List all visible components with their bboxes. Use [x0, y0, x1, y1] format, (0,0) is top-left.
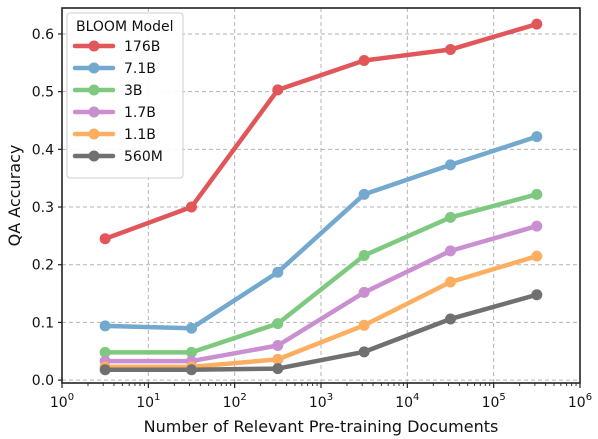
legend-swatch-marker [88, 128, 100, 140]
legend-label: 3B [124, 83, 143, 99]
lines-layer [102, 21, 540, 372]
x-tick-label: 104 [395, 392, 419, 411]
data-point-560m [99, 364, 111, 376]
data-point-1-7b [444, 245, 456, 257]
series-line-1-1b [102, 253, 540, 370]
legend-item-7-1b: 7.1B [72, 61, 156, 77]
y-tick-label: 0.2 [32, 258, 54, 274]
data-point-7-1b [272, 266, 284, 278]
legend-items: 176B 7.1B 3B 1.7B 1.1B 560M [72, 39, 163, 165]
data-point-3b [444, 211, 456, 223]
x-tick-label: 101 [136, 392, 160, 411]
data-point-3b [99, 346, 111, 358]
series-line-7-1b [102, 134, 540, 331]
data-point-176b [272, 84, 284, 96]
data-point-3b [185, 346, 197, 358]
data-point-1-7b [531, 220, 543, 232]
data-point-3b [358, 250, 370, 261]
x-tick-label: 102 [223, 392, 247, 411]
y-tick-label: 0.1 [32, 315, 54, 331]
y-axis-title: QA Accuracy [5, 145, 24, 247]
data-point-1-7b [272, 340, 284, 351]
legend-item-1-7b: 1.7B [72, 105, 156, 121]
legend-label: 7.1B [124, 61, 156, 77]
data-point-560m [358, 346, 370, 358]
ticks-layer: 0.0 0.1 0.2 0.3 0.4 0.5 0.6 100 101 102 103 104 105 1… [32, 27, 592, 411]
data-point-1-1b [531, 250, 543, 262]
data-point-3b [272, 318, 284, 330]
data-point-7-1b [358, 188, 370, 200]
legend-swatch-marker [88, 84, 100, 96]
legend-swatch-marker [88, 62, 100, 74]
data-point-1-1b [444, 276, 456, 288]
x-tick-label: 100 [50, 392, 74, 411]
data-point-176b [185, 201, 197, 213]
x-tick-label: 103 [309, 392, 333, 411]
data-point-1-7b [358, 286, 370, 298]
data-point-7-1b [531, 131, 543, 143]
legend-item-176b: 176B [72, 39, 160, 55]
legend-item-1-1b: 1.1B [72, 127, 156, 143]
series-line-560m [102, 292, 540, 372]
y-tick-label: 0.3 [32, 200, 54, 216]
legend: BLOOM Model 176B 7.1B 3B 1.7B 1.1B 560M [66, 12, 184, 179]
legend-item-3b: 3B [72, 83, 143, 99]
data-point-176b [99, 233, 111, 245]
data-point-7-1b [99, 320, 111, 332]
y-tick-label: 0.5 [32, 85, 54, 101]
legend-swatch-marker [88, 150, 100, 162]
data-point-560m [272, 363, 284, 375]
legend-label: 1.1B [124, 127, 156, 143]
points-layer [99, 18, 543, 376]
y-tick-label: 0.6 [32, 27, 54, 43]
data-point-3b [531, 188, 543, 200]
data-point-560m [185, 364, 197, 376]
x-tick-label: 105 [482, 392, 506, 411]
data-point-7-1b [185, 322, 197, 334]
data-point-560m [444, 313, 456, 325]
series-line-176b [102, 21, 540, 242]
data-point-176b [358, 55, 370, 66]
legend-swatch-marker [88, 106, 100, 118]
y-tick-label: 0.0 [32, 373, 54, 389]
legend-item-560m: 560M [72, 149, 163, 165]
x-axis-title: Number of Relevant Pre-training Document… [144, 417, 499, 436]
data-point-1-1b [358, 319, 370, 331]
data-point-1-1b [272, 353, 284, 365]
series-line-3b [102, 192, 540, 355]
legend-swatch-marker [88, 40, 100, 52]
legend-title: BLOOM Model [76, 19, 174, 35]
y-tick-label: 0.4 [32, 142, 54, 158]
data-point-7-1b [444, 159, 456, 171]
data-point-176b [531, 18, 543, 30]
series-line-1-7b [102, 223, 540, 364]
x-tick-label: 106 [568, 392, 592, 411]
legend-label: 176B [124, 39, 160, 55]
legend-label: 560M [124, 149, 163, 165]
data-point-560m [531, 289, 543, 301]
data-point-176b [444, 44, 456, 56]
legend-label: 1.7B [124, 105, 156, 121]
